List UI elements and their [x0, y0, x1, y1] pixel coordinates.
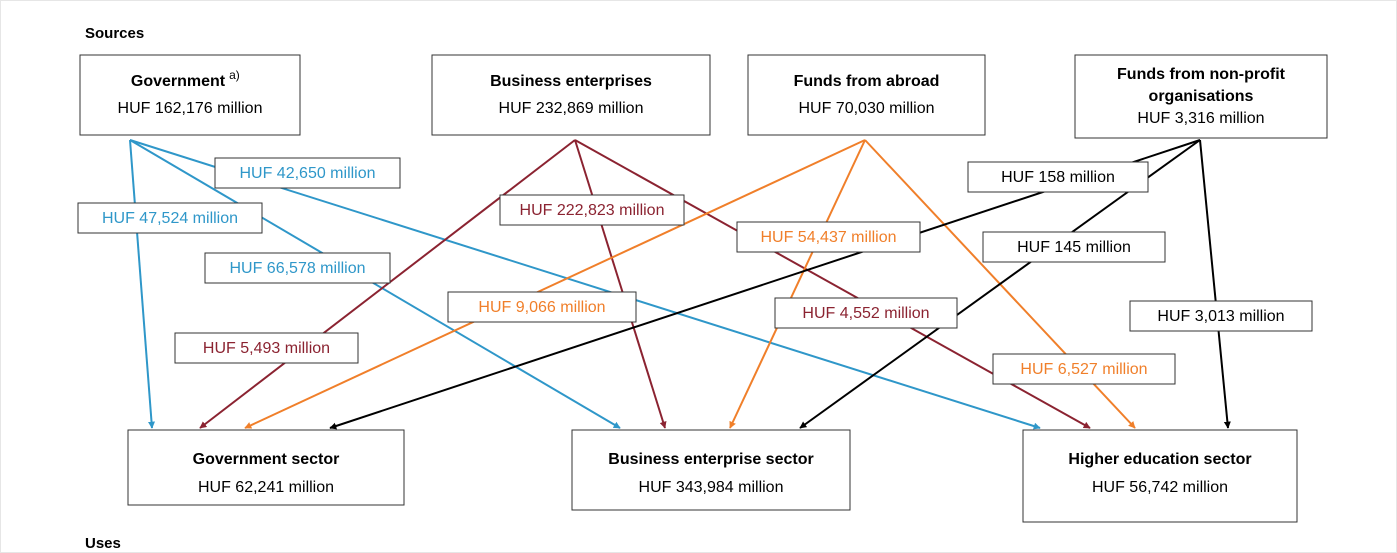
- use-title: Government sector: [193, 451, 340, 468]
- flow-arrow: [129, 139, 156, 429]
- flow-arrow: [574, 139, 667, 429]
- sources-heading: Sources: [85, 25, 144, 42]
- source-box: [1074, 54, 1328, 139]
- flow-label: HUF 42,650 million: [239, 165, 375, 182]
- source-amount: HUF 232,869 million: [499, 100, 644, 117]
- use-amount: HUF 62,241 million: [198, 479, 334, 496]
- source-title: Business enterprises: [490, 73, 652, 90]
- flow-label: HUF 6,527 million: [1020, 361, 1147, 378]
- use-box: [127, 429, 405, 506]
- flow-arrow: [244, 139, 866, 429]
- use-box: [1022, 429, 1298, 523]
- flow-label-box: [736, 221, 921, 253]
- source-title: Funds from abroad: [794, 73, 940, 90]
- flow-label: HUF 5,493 million: [203, 340, 330, 357]
- flow-label-box: [1129, 300, 1313, 332]
- flow-label-box: [774, 297, 958, 329]
- flow-label-box: [174, 332, 359, 364]
- flow-label-box: [214, 157, 401, 189]
- source-amount: HUF 70,030 million: [798, 100, 934, 117]
- flow-label: HUF 47,524 million: [102, 210, 238, 227]
- source-amount: HUF 162,176 million: [118, 100, 263, 117]
- uses-heading: Uses: [85, 535, 121, 552]
- flow-label: HUF 158 million: [1001, 169, 1115, 186]
- flow-label: HUF 54,437 million: [760, 229, 896, 246]
- flow-label-box: [499, 194, 685, 226]
- flow-arrow: [199, 139, 576, 429]
- flow-label: HUF 66,578 million: [229, 260, 365, 277]
- flow-label: HUF 145 million: [1017, 239, 1131, 256]
- flow-label-box: [77, 202, 263, 234]
- flow-arrow: [1199, 139, 1231, 429]
- source-title: organisations: [1149, 88, 1254, 105]
- flow-label: HUF 3,013 million: [1157, 308, 1284, 325]
- source-amount: HUF 3,316 million: [1137, 110, 1264, 127]
- flow-label-box: [967, 161, 1149, 193]
- flow-label-box: [204, 252, 391, 284]
- source-box: [431, 54, 711, 136]
- source-note: a): [229, 68, 240, 82]
- use-amount: HUF 343,984 million: [639, 479, 784, 496]
- flow-arrow: [129, 139, 621, 429]
- flow-label-box: [982, 231, 1166, 263]
- source-title: Funds from non-profit: [1117, 66, 1286, 83]
- flow-label: HUF 222,823 million: [520, 202, 665, 219]
- source-title: Government: [131, 73, 226, 90]
- use-title: Business enterprise sector: [608, 451, 813, 468]
- source-box: [747, 54, 986, 136]
- flow-label-box: [447, 291, 637, 323]
- flow-label: HUF 9,066 million: [478, 299, 605, 316]
- flow-arrow: [729, 139, 866, 429]
- use-box: [571, 429, 851, 511]
- use-amount: HUF 56,742 million: [1092, 479, 1228, 496]
- flow-label-box: [992, 353, 1176, 385]
- use-title: Higher education sector: [1068, 451, 1251, 468]
- source-box: [79, 54, 301, 136]
- flow-label: HUF 4,552 million: [802, 305, 929, 322]
